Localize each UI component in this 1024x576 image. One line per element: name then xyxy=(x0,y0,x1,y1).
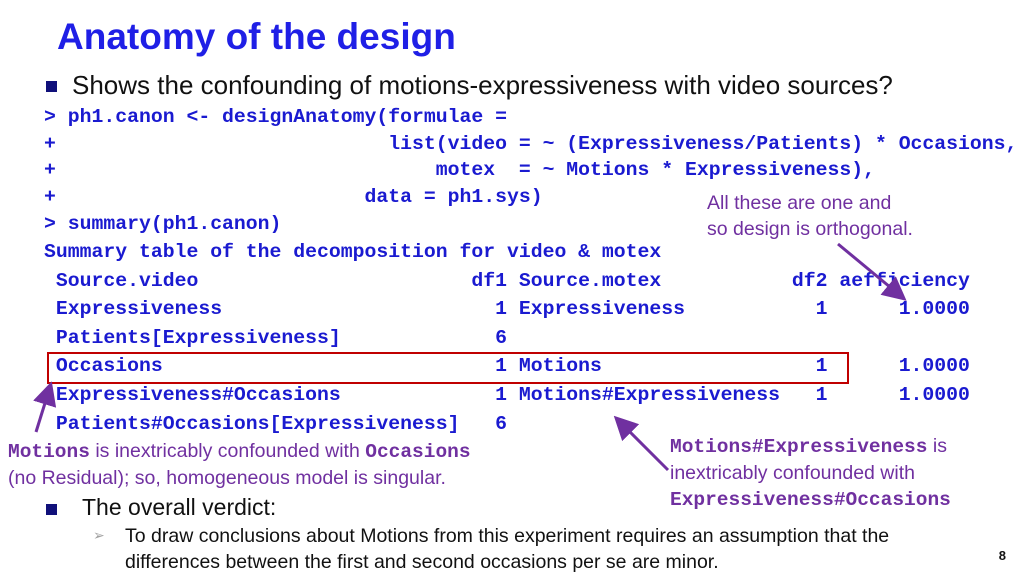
table-row: Patients[Expressiveness] 6 xyxy=(44,327,507,349)
note-interaction: Motions#Expressiveness is inextricably co… xyxy=(670,433,951,513)
bullet-text: Shows the confounding of motions-express… xyxy=(72,70,893,100)
verdict-heading: The overall verdict: xyxy=(82,494,277,520)
note-text: (no Residual); so, homogeneous model is … xyxy=(8,467,446,489)
note-orthogonal: All these are one and so design is orthog… xyxy=(707,190,913,242)
note-text: is xyxy=(927,435,947,457)
bullet-square-icon xyxy=(46,81,57,92)
code-line: + motex = ~ Motions * Expressiveness), xyxy=(44,159,875,181)
sub-bullet-arrow-icon: ➢ xyxy=(93,527,105,543)
note-term: Motions#Expressiveness xyxy=(670,436,928,458)
table-row: Patients#Occasions[Expressiveness] 6 xyxy=(44,413,507,435)
note-motions: Motions is inextricably confounded with … xyxy=(8,438,471,491)
code-line: > summary(ph1.canon) xyxy=(44,213,282,235)
page-number: 8 xyxy=(998,548,1006,563)
table-row: Occasions 1 Motions 1 1.0000 xyxy=(44,355,970,377)
slide-title: Anatomy of the design xyxy=(57,16,456,57)
highlight-box xyxy=(47,352,849,384)
note-line: All these are one and xyxy=(707,192,892,214)
arrow-icon xyxy=(613,415,670,472)
code-line: + list(video = ~ (Expressiveness/Patient… xyxy=(44,133,1018,155)
verdict-detail: To draw conclusions about Motions from t… xyxy=(125,525,890,573)
code-line: + data = ph1.sys) xyxy=(44,186,543,208)
bullet-square-icon xyxy=(46,504,57,515)
note-term: Motions xyxy=(8,441,90,463)
code-line: > ph1.canon <- designAnatomy(formulae = xyxy=(44,106,507,128)
arrow-icon xyxy=(837,242,907,301)
code-line: Summary table of the decomposition for v… xyxy=(44,241,662,263)
table-row: Expressiveness 1 Expressiveness 1 1.0000 xyxy=(44,298,970,320)
arrow-icon xyxy=(33,381,57,433)
note-term: Expressiveness#Occasions xyxy=(670,489,951,511)
note-text: is inextricably confounded with xyxy=(89,440,366,462)
note-line: so design is orthogonal. xyxy=(707,218,913,240)
note-text: inextricably confounded with xyxy=(670,462,915,484)
note-term: Occasions xyxy=(365,441,471,463)
table-row: Expressiveness#Occasions 1 Motions#Expre… xyxy=(44,384,970,406)
